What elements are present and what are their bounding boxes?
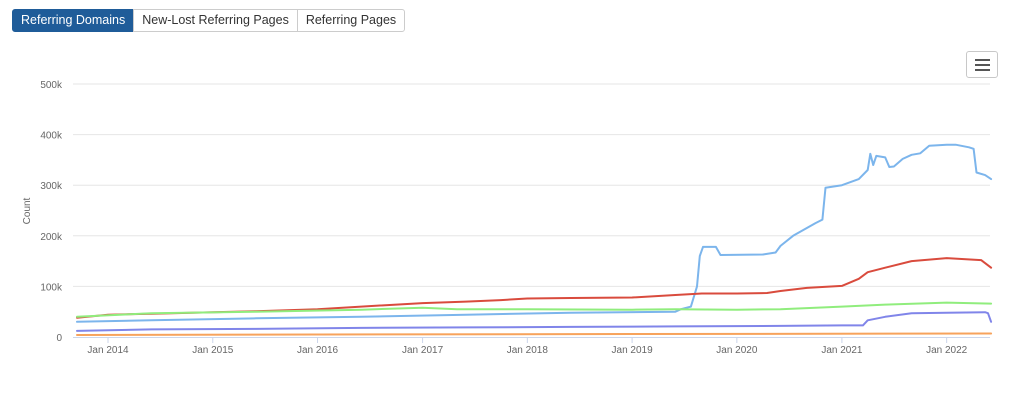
x-tick-label: Jan 2016 (297, 345, 339, 356)
x-tick-label: Jan 2015 (192, 345, 234, 356)
x-tick-label: Jan 2022 (926, 345, 968, 356)
series-line-3 (76, 301, 993, 318)
y-tick-label: 500k (40, 80, 63, 91)
series-line-4 (76, 311, 993, 332)
x-tick-label: Jan 2019 (612, 345, 654, 356)
chart-menu-button[interactable] (966, 51, 998, 78)
y-tick-label: 0 (56, 333, 62, 344)
y-axis-labels: 0 100k 200k 300k 400k 500k (40, 80, 63, 344)
x-axis: Jan 2014 Jan 2015 Jan 2016 Jan 2017 Jan 2018… (73, 337, 990, 356)
tab-bar: Referring Domains New-Lost Referring Pag… (12, 9, 406, 32)
hamburger-menu-icon (975, 64, 990, 66)
y-tick-label: 400k (40, 131, 63, 142)
hamburger-menu-icon (975, 69, 990, 71)
y-axis-title: Count (22, 197, 33, 224)
x-tick-label: Jan 2021 (821, 345, 863, 356)
tab-new-lost-referring-pages[interactable]: New-Lost Referring Pages (133, 9, 298, 32)
y-tick-label: 300k (40, 181, 63, 192)
y-tick-label: 100k (40, 282, 63, 293)
series-lines (76, 143, 993, 336)
x-tick-label: Jan 2017 (402, 345, 444, 356)
hamburger-menu-icon (975, 59, 990, 61)
tab-referring-pages[interactable]: Referring Pages (296, 9, 406, 32)
series-line-5 (76, 332, 993, 336)
x-tick-label: Jan 2018 (507, 345, 549, 356)
x-tick-label: Jan 2020 (716, 345, 758, 356)
x-tick-label: Jan 2014 (87, 345, 129, 356)
tab-referring-domains[interactable]: Referring Domains (12, 9, 135, 32)
y-tick-label: 200k (40, 232, 63, 243)
grid-lines (73, 83, 990, 287)
series-line-1 (76, 143, 993, 323)
